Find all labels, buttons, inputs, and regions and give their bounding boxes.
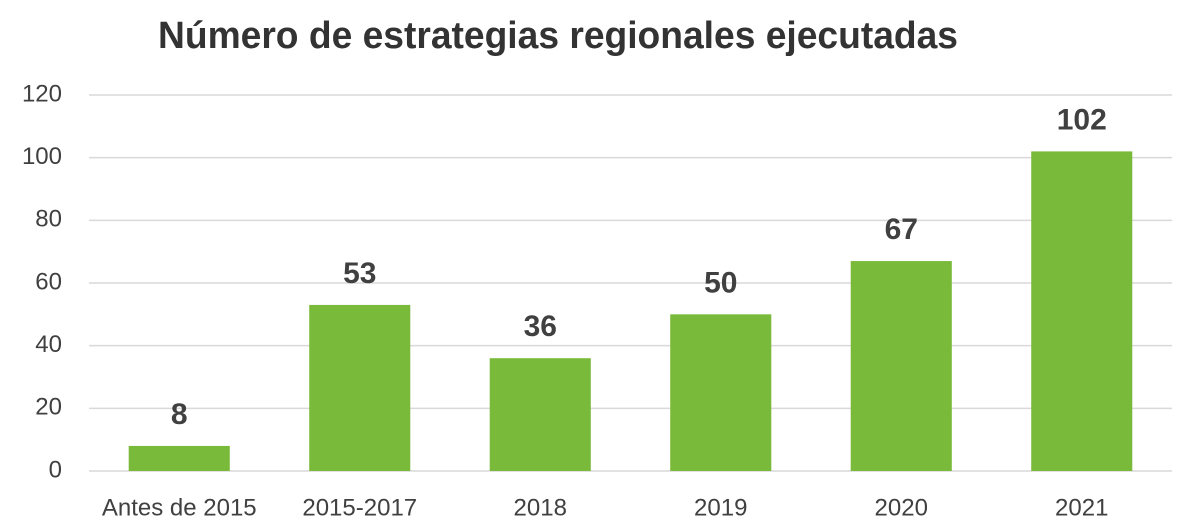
data-label: 36 — [524, 310, 557, 343]
data-label: 53 — [343, 257, 376, 290]
bar — [489, 358, 591, 471]
chart-title: Número de estrategias regionales ejecuta… — [158, 15, 958, 57]
bar — [850, 261, 952, 471]
bar — [1031, 151, 1133, 471]
y-tick-label: 0 — [49, 456, 62, 483]
y-tick-label: 20 — [35, 394, 62, 421]
bar — [128, 445, 230, 471]
bar — [670, 314, 772, 471]
x-tick-label: Antes de 2015 — [102, 494, 257, 521]
y-tick-label: 60 — [35, 268, 62, 295]
data-label: 67 — [885, 213, 918, 246]
x-tick-label: 2019 — [694, 494, 747, 521]
data-label: 50 — [704, 266, 737, 299]
y-tick-label: 100 — [22, 143, 62, 170]
y-tick-label: 80 — [35, 206, 62, 233]
y-tick-label: 40 — [35, 331, 62, 358]
x-tick-label: 2015-2017 — [302, 494, 417, 521]
x-tick-label: 2020 — [875, 494, 928, 521]
x-tick-label: 2021 — [1055, 494, 1108, 521]
y-tick-label: 120 — [22, 80, 62, 107]
bar — [309, 304, 411, 471]
x-tick-label: 2018 — [514, 494, 567, 521]
data-label: 8 — [171, 398, 188, 431]
data-label: 102 — [1057, 103, 1107, 136]
